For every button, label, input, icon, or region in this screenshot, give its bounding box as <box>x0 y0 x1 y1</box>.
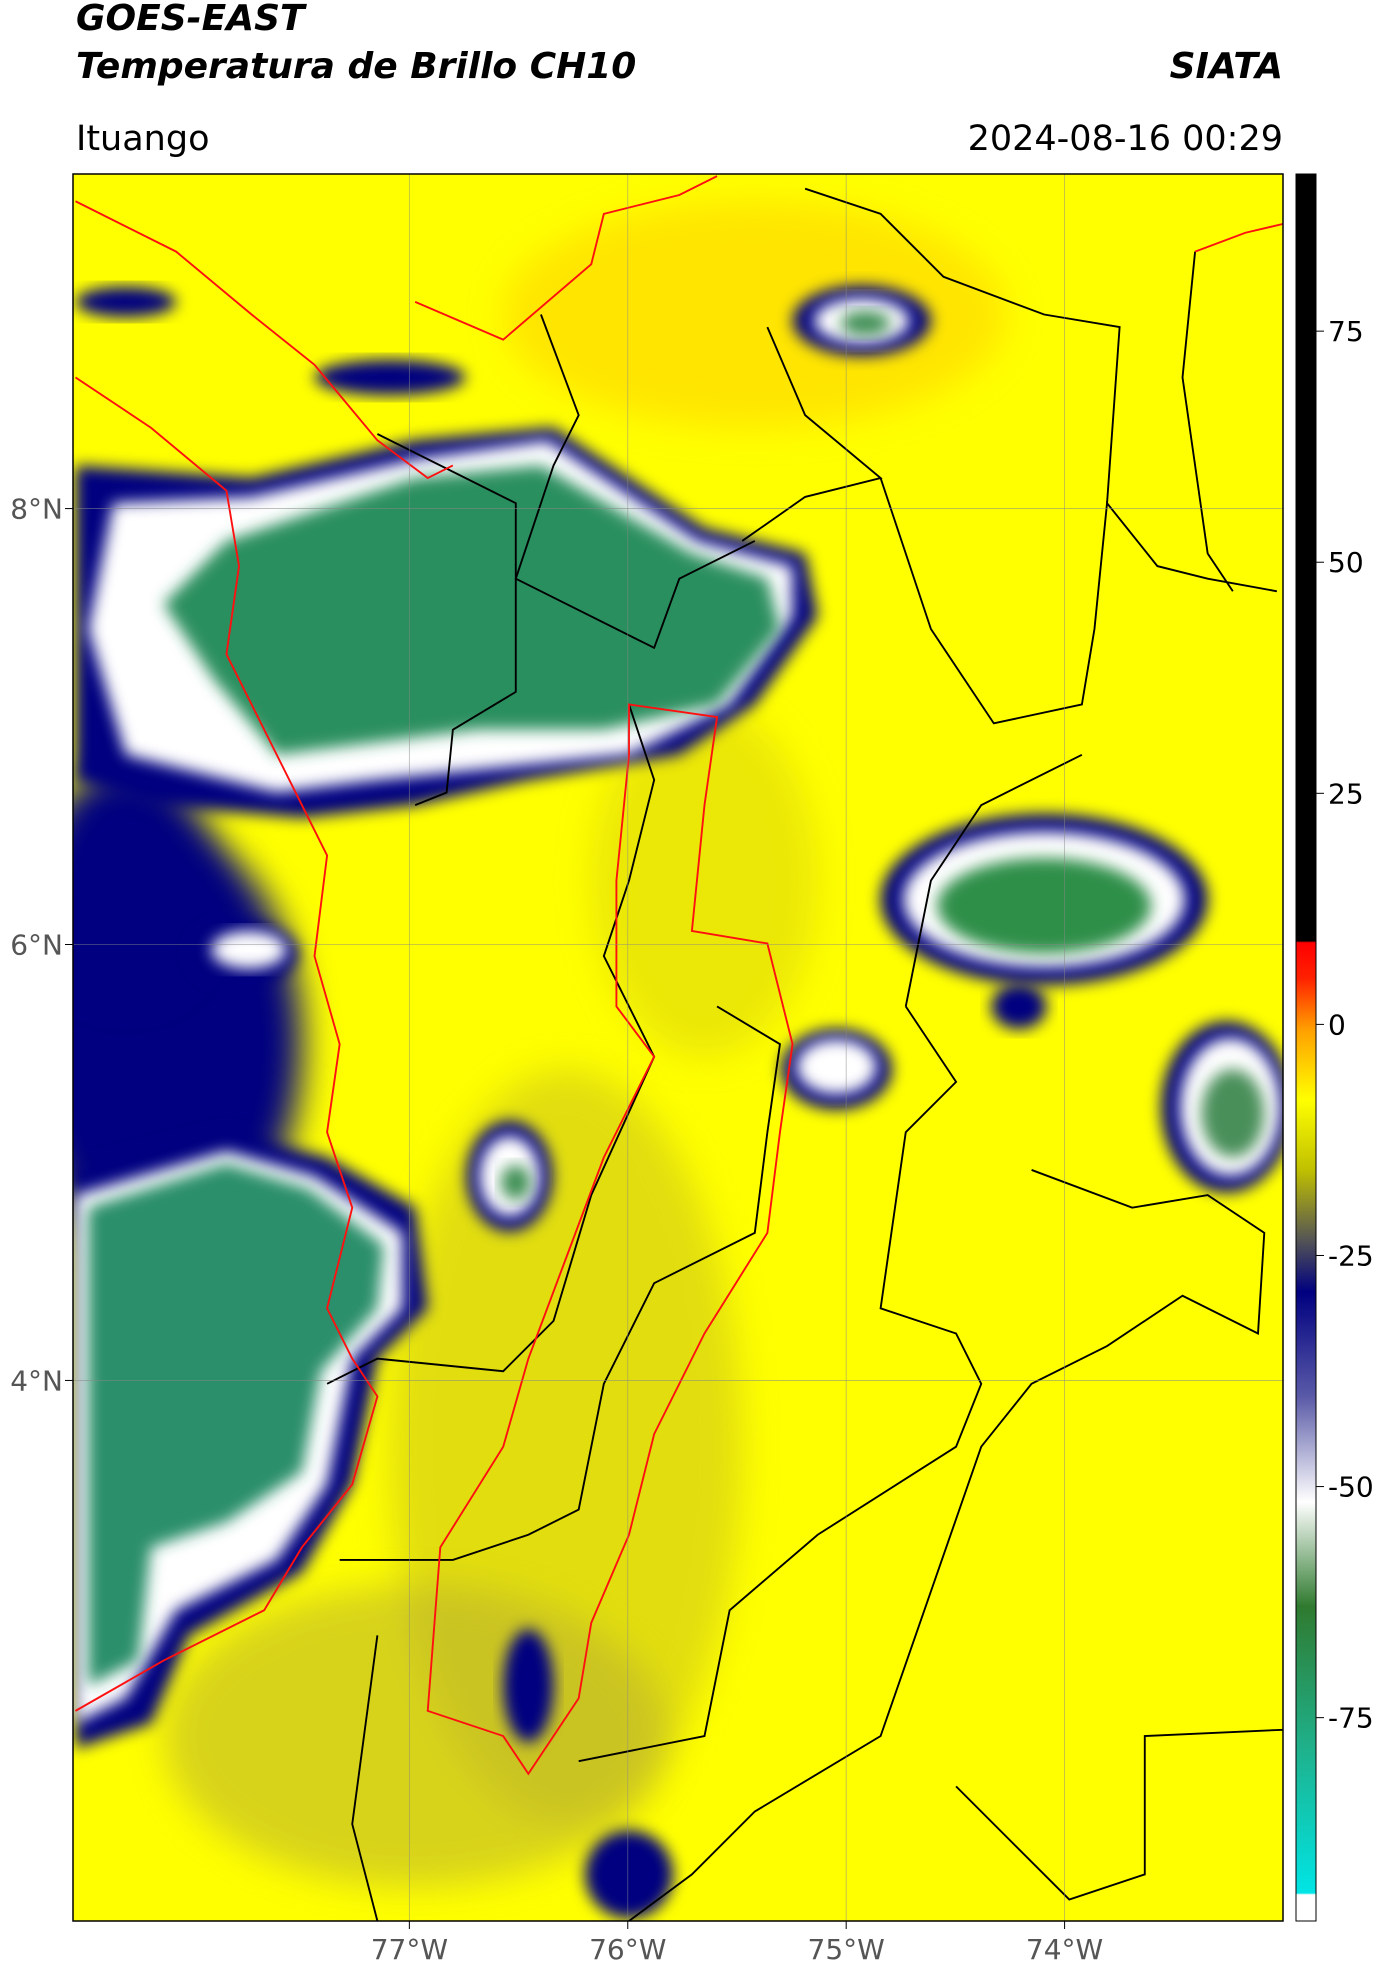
colorbar-tick-label: 0 <box>1328 1008 1346 1041</box>
y-tick-label: 8°N <box>10 493 63 526</box>
colorbar-tick-label: 25 <box>1328 777 1364 810</box>
y-tick-label: 6°N <box>10 929 63 962</box>
colorbar <box>1295 173 1317 1922</box>
grid <box>73 174 1283 1921</box>
map-frame <box>72 173 1284 1922</box>
colorbar-tick-label: 50 <box>1328 546 1364 579</box>
location: Ituango <box>76 119 210 159</box>
title: GOES-EAST <box>76 0 307 39</box>
map-image <box>73 174 1283 1921</box>
subtitle: Temperatura de Brillo CH10 <box>76 46 636 87</box>
x-tick-label: 77°W <box>371 1933 448 1966</box>
timestamp: 2024-08-16 00:29 <box>968 119 1283 159</box>
agency: SIATA <box>1170 46 1283 87</box>
y-tick-label: 4°N <box>10 1364 63 1397</box>
colorbar-tick-label: -50 <box>1328 1471 1374 1504</box>
colorbar-tick-label: 75 <box>1328 315 1364 348</box>
x-tick-label: 76°W <box>589 1933 666 1966</box>
colorbar-tick-label: -75 <box>1328 1702 1374 1735</box>
colorbar-tick-label: -25 <box>1328 1239 1374 1272</box>
x-tick-label: 75°W <box>808 1933 885 1966</box>
x-tick-label: 74°W <box>1026 1933 1103 1966</box>
